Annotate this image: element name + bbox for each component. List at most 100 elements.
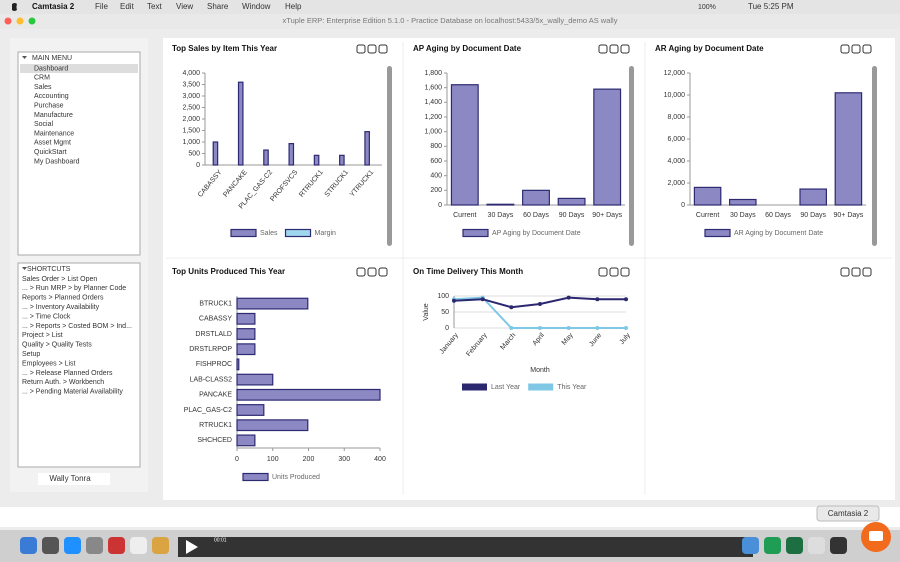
y-tick-label: DRSTLRPOP bbox=[189, 346, 232, 353]
shortcut[interactable]: ... > Reports > Costed BOM > Ind... bbox=[22, 323, 132, 330]
dock-icon[interactable] bbox=[20, 537, 37, 554]
y-tick-label: 1,500 bbox=[182, 127, 200, 134]
panel-icon[interactable] bbox=[851, 267, 861, 277]
app-name[interactable]: Camtasia 2 bbox=[32, 2, 75, 11]
y-tick-label: 800 bbox=[430, 143, 442, 150]
bar bbox=[236, 419, 309, 432]
panel-icon[interactable] bbox=[840, 267, 850, 277]
expand-arrow[interactable] bbox=[22, 267, 27, 270]
menu-entry[interactable]: Manufacture bbox=[34, 112, 73, 119]
menu-entry[interactable]: Sales bbox=[34, 84, 52, 91]
y-tick-label: 200 bbox=[430, 187, 442, 194]
menu-entry[interactable]: My Dashboard bbox=[34, 158, 80, 165]
panel-icon[interactable] bbox=[367, 267, 377, 277]
window-button[interactable] bbox=[28, 17, 36, 25]
expand-arrow[interactable] bbox=[22, 56, 27, 59]
panel-icon[interactable] bbox=[378, 44, 388, 54]
shortcut[interactable]: Reports > Planned Orders bbox=[22, 295, 104, 302]
shortcut[interactable]: Project > List bbox=[22, 332, 63, 339]
tooltip bbox=[816, 505, 880, 522]
battery: 100% bbox=[698, 4, 716, 11]
shortcut[interactable]: Employees > List bbox=[22, 360, 76, 367]
menu-entry[interactable]: CRM bbox=[34, 75, 50, 82]
dock-icon[interactable] bbox=[830, 537, 847, 554]
scrollbar[interactable] bbox=[872, 66, 877, 246]
scrollbar[interactable] bbox=[387, 66, 392, 246]
panel-icon[interactable] bbox=[609, 267, 619, 277]
play-button[interactable] bbox=[186, 540, 198, 554]
shortcut[interactable]: ... > Inventory Availability bbox=[22, 304, 100, 311]
menu-item[interactable]: Help bbox=[285, 2, 302, 11]
y-tick-label: 600 bbox=[430, 158, 442, 165]
menu-item[interactable]: View bbox=[176, 2, 193, 11]
window-button[interactable] bbox=[16, 17, 24, 25]
dock-icon[interactable] bbox=[130, 537, 147, 554]
dock-icon[interactable] bbox=[786, 537, 803, 554]
menu-item[interactable]: Window bbox=[242, 2, 271, 11]
panel-icon[interactable] bbox=[620, 267, 630, 277]
dock-icon[interactable] bbox=[152, 537, 169, 554]
legend-label: Sales bbox=[260, 230, 278, 237]
point bbox=[595, 326, 600, 330]
menu-item[interactable]: Edit bbox=[120, 2, 135, 11]
shortcut[interactable]: Setup bbox=[22, 351, 40, 358]
y-tick-label: BTRUCK1 bbox=[199, 300, 232, 307]
panel-icon[interactable] bbox=[620, 44, 630, 54]
menu-item[interactable]: Share bbox=[207, 2, 229, 11]
dock-icon[interactable] bbox=[764, 537, 781, 554]
y-tick-label: 1,400 bbox=[424, 99, 442, 106]
panel-icon[interactable] bbox=[598, 267, 608, 277]
panel-icon[interactable] bbox=[378, 267, 388, 277]
apple-logo[interactable] bbox=[12, 3, 17, 11]
menu-entry[interactable]: QuickStart bbox=[34, 149, 67, 156]
dock-icon[interactable] bbox=[86, 537, 103, 554]
panel-icon[interactable] bbox=[356, 267, 366, 277]
panel-icon[interactable] bbox=[851, 44, 861, 54]
menu-entry[interactable]: Dashboard bbox=[34, 65, 68, 72]
panel-icon[interactable] bbox=[862, 44, 872, 54]
menu-entry[interactable]: Purchase bbox=[34, 103, 64, 110]
shortcut[interactable]: ... > Time Clock bbox=[22, 313, 71, 320]
dock-icon[interactable] bbox=[42, 537, 59, 554]
shortcut[interactable]: Quality > Quality Tests bbox=[22, 342, 92, 349]
shortcut[interactable]: ... > Run MRP > by Planner Code bbox=[22, 285, 126, 292]
dock-icon[interactable] bbox=[742, 537, 759, 554]
bar bbox=[288, 143, 295, 166]
shortcut[interactable]: Sales Order > List Open bbox=[22, 276, 97, 283]
panel-icon[interactable] bbox=[356, 44, 366, 54]
bar bbox=[313, 154, 320, 166]
dock-icon[interactable] bbox=[64, 537, 81, 554]
chart-title: AP Aging by Document Date bbox=[413, 44, 522, 53]
x-tick-label: Current bbox=[453, 212, 476, 219]
menu-entry[interactable]: Asset Mgmt bbox=[34, 140, 71, 147]
chart-title: On Time Delivery This Month bbox=[413, 267, 523, 276]
shortcut[interactable]: ... > Release Planned Orders bbox=[22, 370, 113, 377]
dock-icon[interactable] bbox=[808, 537, 825, 554]
panel-icon[interactable] bbox=[840, 44, 850, 54]
menu-entry[interactable]: Social bbox=[34, 121, 54, 128]
bar bbox=[212, 141, 219, 166]
shortcut[interactable]: ... > Pending Material Availability bbox=[22, 389, 123, 396]
x-tick-label: 60 Days bbox=[765, 212, 791, 219]
dock-icon[interactable] bbox=[108, 537, 125, 554]
menu-entry[interactable]: Maintenance bbox=[34, 130, 74, 137]
panel-icon[interactable] bbox=[862, 267, 872, 277]
point bbox=[538, 326, 542, 330]
y-tick-label: 2,000 bbox=[182, 116, 200, 123]
bar bbox=[450, 84, 479, 206]
y-axis-label: Value bbox=[423, 303, 430, 320]
x-tick-label: 300 bbox=[338, 456, 350, 463]
panel-icon[interactable] bbox=[367, 44, 377, 54]
menu-entry[interactable]: Accounting bbox=[34, 93, 69, 100]
scrollbar[interactable] bbox=[629, 66, 634, 246]
x-tick-label: Current bbox=[696, 212, 719, 219]
panel-icon[interactable] bbox=[609, 44, 619, 54]
window-button[interactable] bbox=[4, 17, 12, 25]
menu-item[interactable]: File bbox=[95, 2, 108, 11]
menu-item[interactable]: Text bbox=[147, 2, 162, 11]
point bbox=[595, 297, 600, 302]
bar bbox=[728, 198, 757, 206]
video-player[interactable] bbox=[178, 537, 753, 557]
panel-icon[interactable] bbox=[598, 44, 608, 54]
shortcut[interactable]: Return Auth. > Workbench bbox=[22, 379, 104, 386]
